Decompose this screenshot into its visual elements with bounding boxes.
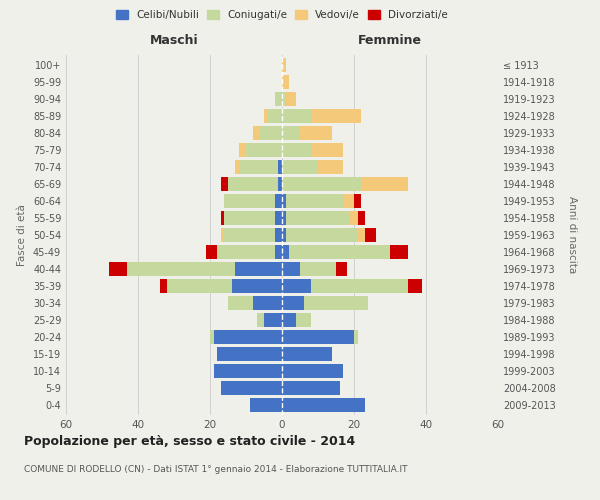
Bar [286,228,358,242]
Bar [264,313,282,326]
Bar [221,228,224,242]
Bar [282,92,286,106]
Bar [275,194,282,208]
Bar [282,364,343,378]
Bar [318,160,343,174]
Bar [286,92,296,106]
Bar [282,228,286,242]
Bar [311,144,343,157]
Bar [210,330,214,344]
Bar [253,126,260,140]
Bar [235,160,239,174]
Bar [250,398,282,411]
Bar [221,178,228,191]
Bar [354,330,358,344]
Bar [343,194,354,208]
Bar [300,262,336,276]
Bar [282,279,311,292]
Bar [282,160,318,174]
Bar [278,178,282,191]
Bar [224,228,275,242]
Bar [275,92,282,106]
Bar [228,296,253,310]
Bar [282,381,340,394]
Bar [206,245,217,259]
Bar [336,262,347,276]
Bar [361,178,408,191]
Bar [311,279,408,292]
Bar [350,211,358,225]
Bar [214,330,282,344]
Bar [358,228,365,242]
Bar [217,245,275,259]
Bar [221,381,282,394]
Bar [408,279,422,292]
Bar [282,211,286,225]
Bar [224,211,275,225]
Bar [264,110,268,123]
Bar [109,262,127,276]
Bar [239,160,278,174]
Bar [224,194,275,208]
Bar [282,296,304,310]
Bar [282,347,332,360]
Bar [282,178,361,191]
Bar [275,228,282,242]
Bar [235,262,282,276]
Bar [282,58,286,72]
Y-axis label: Fasce di età: Fasce di età [17,204,27,266]
Bar [286,211,350,225]
Bar [296,313,311,326]
Bar [232,279,282,292]
Bar [160,279,167,292]
Bar [167,279,232,292]
Bar [311,110,361,123]
Bar [282,194,286,208]
Text: Maschi: Maschi [149,34,199,46]
Bar [390,245,408,259]
Bar [260,126,282,140]
Bar [282,144,311,157]
Bar [282,262,300,276]
Text: Popolazione per età, sesso e stato civile - 2014: Popolazione per età, sesso e stato civil… [24,435,355,448]
Bar [282,330,354,344]
Bar [282,245,289,259]
Bar [275,211,282,225]
Bar [127,262,235,276]
Bar [257,313,264,326]
Bar [282,398,365,411]
Bar [278,160,282,174]
Legend: Celibi/Nubili, Coniugati/e, Vedovi/e, Divorziati/e: Celibi/Nubili, Coniugati/e, Vedovi/e, Di… [116,10,448,20]
Bar [282,110,311,123]
Bar [304,296,368,310]
Y-axis label: Anni di nascita: Anni di nascita [567,196,577,274]
Bar [217,347,282,360]
Bar [275,245,282,259]
Bar [282,126,300,140]
Bar [286,194,343,208]
Bar [253,296,282,310]
Bar [282,313,296,326]
Bar [228,178,278,191]
Bar [300,126,332,140]
Text: COMUNE DI RODELLO (CN) - Dati ISTAT 1° gennaio 2014 - Elaborazione TUTTITALIA.IT: COMUNE DI RODELLO (CN) - Dati ISTAT 1° g… [24,465,407,474]
Bar [282,76,289,89]
Bar [268,110,282,123]
Bar [365,228,376,242]
Bar [358,211,365,225]
Text: Femmine: Femmine [358,34,422,46]
Bar [214,364,282,378]
Bar [221,211,224,225]
Bar [289,245,390,259]
Bar [354,194,361,208]
Bar [246,144,282,157]
Bar [239,144,246,157]
